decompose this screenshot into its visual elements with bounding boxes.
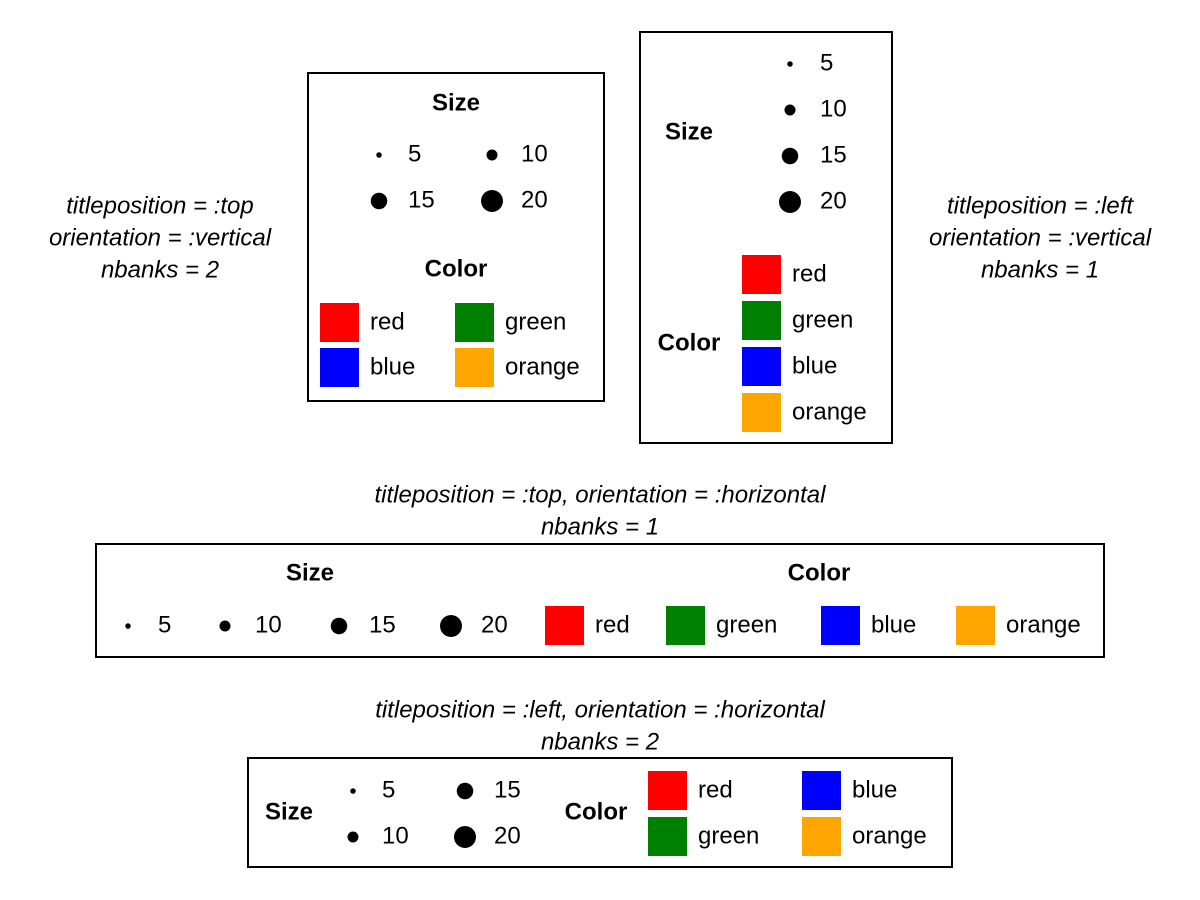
color-label: blue — [871, 611, 916, 638]
color-swatch — [742, 255, 781, 294]
size-marker — [784, 104, 796, 116]
group-title: Size — [432, 89, 480, 116]
size-label: 5 — [820, 49, 833, 76]
caption-line: titleposition = :top, orientation = :hor… — [375, 481, 827, 508]
size-marker — [779, 191, 801, 213]
size-marker — [125, 623, 131, 629]
group-title: Size — [665, 118, 713, 145]
size-marker — [486, 149, 498, 161]
color-label: orange — [505, 353, 580, 380]
color-label: green — [792, 306, 853, 333]
color-swatch — [455, 303, 494, 342]
color-label: blue — [852, 776, 897, 803]
size-marker — [350, 788, 356, 794]
color-swatch — [742, 393, 781, 432]
color-swatch — [455, 348, 494, 387]
caption-line: nbanks = 1 — [541, 513, 659, 540]
group-title: Color — [565, 798, 628, 825]
size-label: 20 — [494, 822, 521, 849]
color-swatch — [545, 606, 584, 645]
group-title: Color — [788, 559, 851, 586]
size-marker — [787, 61, 793, 67]
color-swatch — [802, 817, 841, 856]
size-label: 20 — [521, 186, 548, 213]
size-marker — [781, 147, 799, 165]
color-swatch — [956, 606, 995, 645]
size-marker — [440, 615, 462, 637]
caption-line: nbanks = 2 — [101, 256, 219, 283]
color-label: orange — [792, 398, 867, 425]
size-label: 5 — [408, 140, 421, 167]
color-swatch — [648, 771, 687, 810]
size-label: 15 — [369, 611, 396, 638]
caption-line: nbanks = 2 — [541, 728, 659, 755]
size-marker — [347, 831, 359, 843]
group-title: Size — [286, 559, 334, 586]
size-marker — [456, 782, 474, 800]
color-label: red — [595, 611, 630, 638]
size-label: 20 — [481, 611, 508, 638]
color-swatch — [742, 347, 781, 386]
size-label: 20 — [820, 187, 847, 214]
size-label: 15 — [494, 776, 521, 803]
color-label: red — [792, 260, 827, 287]
legend-box — [639, 31, 893, 444]
color-swatch — [320, 348, 359, 387]
size-label: 10 — [820, 95, 847, 122]
caption-line: orientation = :vertical — [49, 224, 272, 251]
group-title: Size — [265, 798, 313, 825]
size-marker — [454, 826, 476, 848]
size-label: 10 — [521, 140, 548, 167]
caption-line: titleposition = :left — [947, 192, 1134, 219]
size-label: 15 — [820, 141, 847, 168]
color-label: green — [716, 611, 777, 638]
size-marker — [376, 152, 382, 158]
color-swatch — [742, 301, 781, 340]
color-label: green — [698, 822, 759, 849]
size-marker — [481, 190, 503, 212]
color-label: red — [370, 308, 405, 335]
size-marker — [330, 617, 348, 635]
legend-box — [247, 757, 953, 868]
caption-line: orientation = :vertical — [929, 224, 1152, 251]
caption-line: nbanks = 1 — [981, 256, 1099, 283]
size-label: 5 — [382, 776, 395, 803]
color-swatch — [821, 606, 860, 645]
size-label: 5 — [158, 611, 171, 638]
color-label: orange — [852, 822, 927, 849]
color-label: orange — [1006, 611, 1081, 638]
size-marker — [370, 192, 388, 210]
group-title: Color — [658, 329, 721, 356]
legend-box — [95, 543, 1105, 658]
color-swatch — [666, 606, 705, 645]
caption-line: titleposition = :left, orientation = :ho… — [375, 696, 825, 723]
color-swatch — [802, 771, 841, 810]
color-label: blue — [792, 352, 837, 379]
group-title: Color — [425, 255, 488, 282]
size-marker — [219, 620, 231, 632]
color-swatch — [648, 817, 687, 856]
color-swatch — [320, 303, 359, 342]
color-label: red — [698, 776, 733, 803]
color-label: green — [505, 308, 566, 335]
size-label: 15 — [408, 186, 435, 213]
legend-box — [307, 72, 605, 402]
caption-line: titleposition = :top — [66, 192, 253, 219]
size-label: 10 — [382, 822, 409, 849]
size-label: 10 — [255, 611, 282, 638]
color-label: blue — [370, 353, 415, 380]
